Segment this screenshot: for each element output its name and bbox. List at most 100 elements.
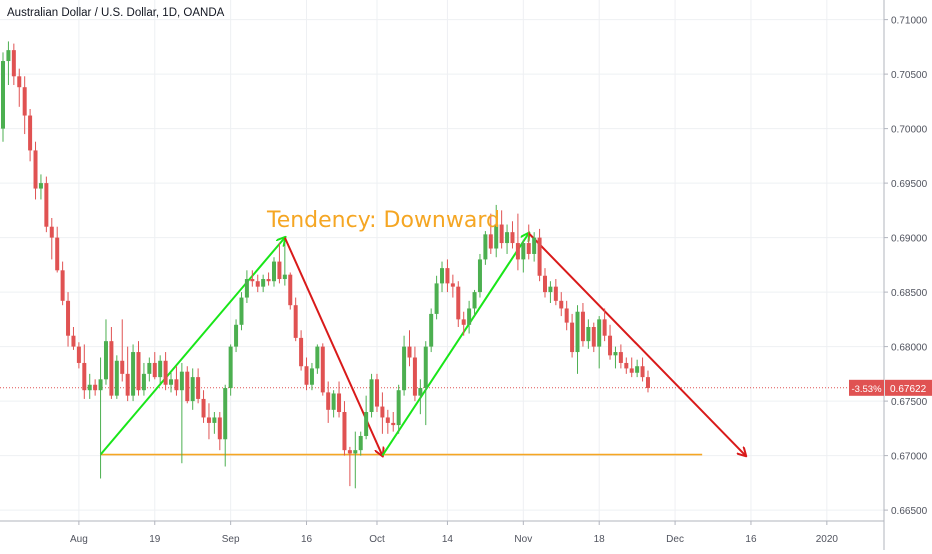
candle-body (11, 50, 16, 77)
candle-body (261, 279, 266, 287)
candle-body (586, 326, 591, 342)
candle-body (353, 450, 358, 454)
candle-body (608, 335, 613, 356)
candle-body (337, 393, 342, 413)
candle-body (212, 417, 217, 423)
candle-body (185, 371, 190, 402)
candle-body (380, 406, 385, 418)
candle-body (288, 274, 293, 306)
candle-body (396, 390, 401, 426)
candle-body (564, 308, 569, 323)
candle-body (618, 352, 623, 363)
candle-body (440, 268, 445, 284)
candle-body (141, 373, 146, 391)
candle-body (179, 371, 184, 391)
candle-body (602, 319, 607, 336)
candle-body (391, 422, 396, 426)
candle-body (347, 450, 352, 454)
x-tick-label: 18 (594, 534, 606, 545)
y-tick-label: 0.68000 (891, 343, 928, 354)
candle-body (217, 417, 222, 440)
candle-body (22, 87, 27, 116)
candle-body (196, 377, 201, 399)
candle-body (624, 362, 629, 369)
price-badge (885, 379, 932, 396)
candle-body (521, 243, 526, 260)
candle-body (190, 377, 195, 402)
trend-arrow-green (99, 238, 285, 456)
grid (0, 0, 884, 521)
trend-lines (99, 232, 746, 456)
y-tick-label: 0.69000 (891, 234, 928, 245)
change-label: -3.53% (851, 384, 882, 395)
candle-body (277, 261, 282, 280)
candle-body (28, 115, 33, 151)
y-tick-label: 0.69500 (891, 179, 928, 190)
candle-body (477, 259, 482, 293)
candle-body (174, 379, 179, 391)
candle-body (488, 234, 493, 249)
candle-body (120, 360, 125, 374)
x-tick-label: Dec (666, 534, 684, 545)
candle-body (499, 224, 504, 244)
candle-body (505, 232, 510, 244)
candle-body (98, 379, 103, 391)
candle-body (169, 379, 174, 385)
candle-body (456, 286, 461, 320)
x-tick-label: 14 (442, 534, 454, 545)
candle-body (223, 388, 228, 440)
y-tick-label: 0.67000 (891, 452, 928, 463)
candle-body (461, 319, 466, 325)
candles (1, 41, 650, 489)
candle-body (38, 183, 43, 189)
candle-body (418, 388, 423, 396)
candle-body (282, 274, 287, 280)
candle-body (613, 352, 618, 356)
candle-body (591, 326, 596, 347)
candle-body (548, 286, 553, 293)
candle-body (543, 275, 547, 293)
annotation-text: Tendency: Downward (266, 208, 500, 233)
trend-arrow-red (528, 232, 746, 455)
y-tick-label: 0.71000 (891, 16, 928, 27)
x-tick-label: 2020 (816, 534, 839, 545)
candle-body (6, 50, 11, 62)
candle-body (136, 352, 141, 391)
candle-body (575, 311, 580, 353)
candle-body (293, 305, 298, 338)
candle-body (320, 346, 325, 393)
candle-body (407, 346, 412, 358)
candle-body (358, 435, 363, 451)
candle-body (114, 360, 119, 396)
y-tick-label: 0.66500 (891, 506, 928, 517)
candle-body (559, 300, 564, 309)
y-tick-label: 0.67500 (891, 397, 928, 408)
candle-body (239, 297, 244, 325)
candle-body (250, 279, 255, 282)
candle-body (93, 384, 98, 391)
candle-body (526, 243, 531, 254)
candle-body (472, 292, 477, 309)
candle-body (326, 392, 331, 410)
candle-body (17, 76, 22, 88)
x-tick-label: Oct (369, 534, 385, 545)
x-tick-label: 19 (149, 534, 161, 545)
x-tick-label: Nov (514, 534, 532, 545)
candle-body (635, 366, 640, 373)
candle-body (147, 362, 152, 374)
candle-body (570, 322, 575, 353)
candle-body (532, 237, 537, 254)
candle-body (255, 281, 260, 287)
candle-body (369, 379, 374, 413)
candle-body (109, 341, 114, 396)
change-badge (849, 379, 884, 396)
candle-body (342, 412, 347, 451)
candle-body (131, 352, 136, 396)
candle-body (87, 384, 92, 391)
candle-body (510, 232, 515, 244)
candle-body (125, 373, 130, 396)
x-tick-label: Sep (222, 534, 240, 545)
x-tick-label: 16 (745, 534, 757, 545)
